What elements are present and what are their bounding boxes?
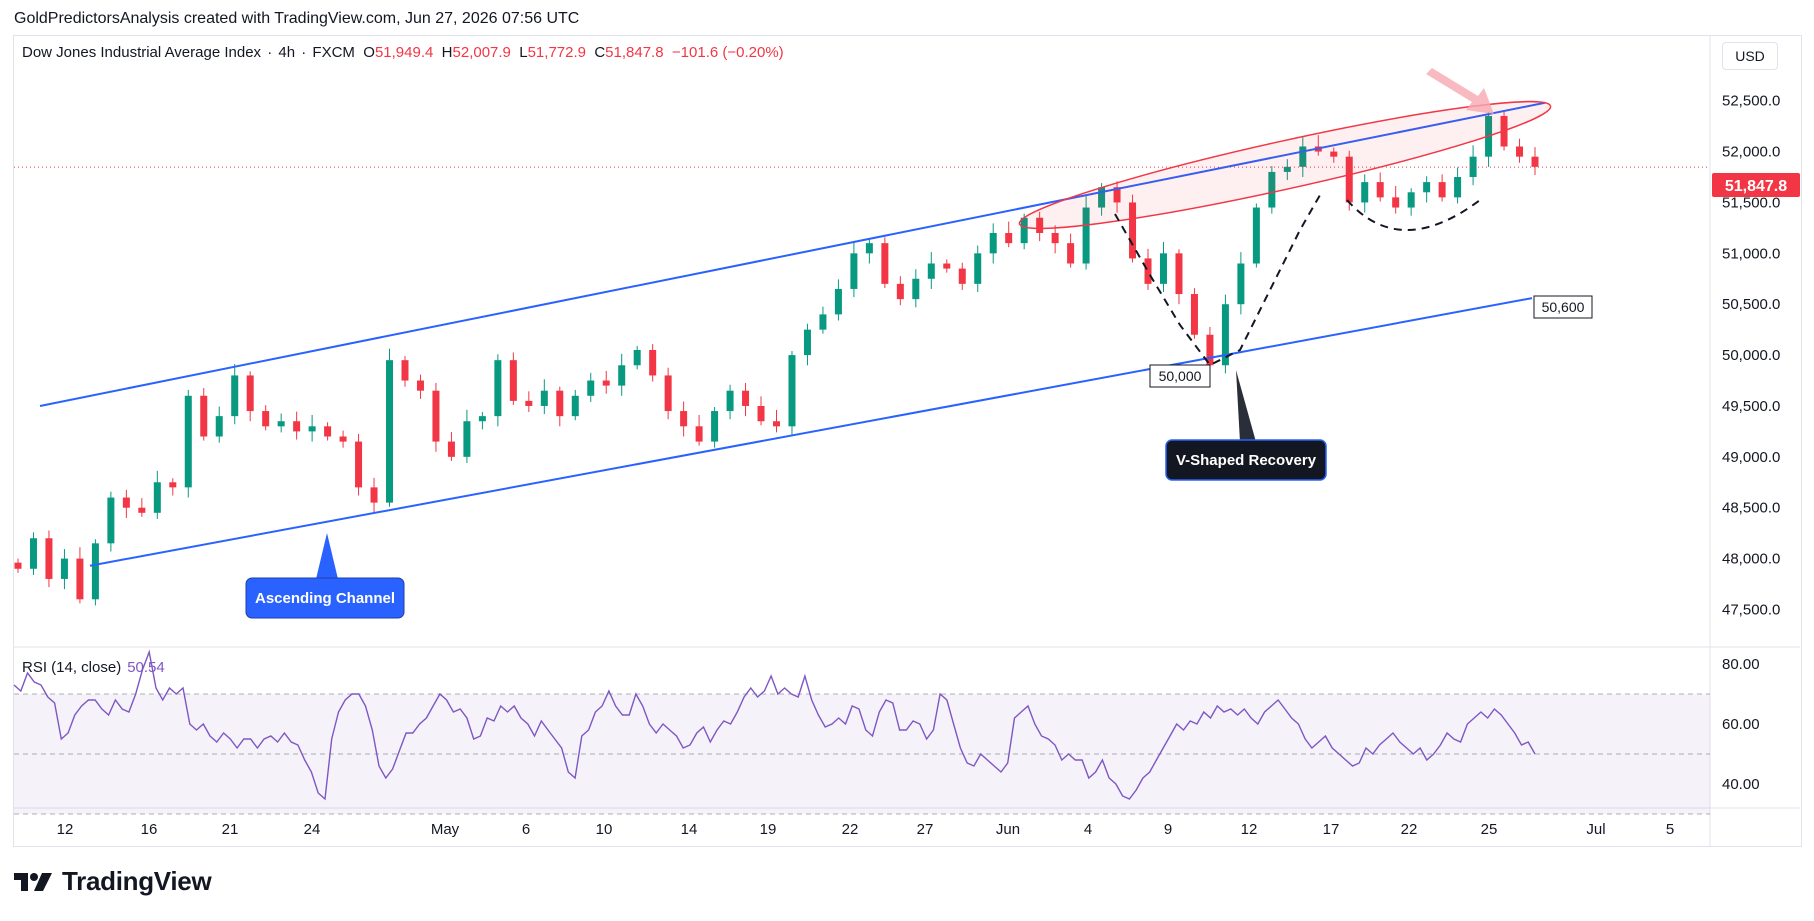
close-label: C [594, 44, 606, 61]
change-value: −101.6 (−0.20%) [671, 44, 784, 61]
rsi-value: 50.54 [127, 659, 165, 676]
data-source: FXCM [312, 44, 355, 61]
open-value: 51,949.4 [374, 44, 434, 61]
currency-selector[interactable]: USD [1722, 42, 1778, 70]
chart-frame [13, 35, 1802, 847]
symbol-legend: Dow Jones Industrial Average Index · 4h … [22, 44, 784, 61]
close-value: 51,847.8 [605, 44, 664, 61]
low-value: 51,772.9 [527, 44, 586, 61]
chart-credit: GoldPredictorsAnalysis created with Trad… [14, 10, 580, 27]
symbol-name[interactable]: Dow Jones Industrial Average Index [22, 44, 262, 61]
low-label: L [519, 44, 528, 61]
high-label: H [441, 44, 453, 61]
tradingview-logo-icon [14, 872, 52, 891]
rsi-label[interactable]: RSI (14, close) [22, 659, 122, 676]
tradingview-logo[interactable]: TradingView [14, 866, 212, 897]
rsi-legend: RSI (14, close) 50.54 [22, 659, 165, 676]
interval[interactable]: 4h [278, 44, 296, 61]
tradingview-wordmark: TradingView [62, 866, 212, 896]
high-value: 52,007.9 [452, 44, 511, 61]
open-label: O [363, 44, 375, 61]
